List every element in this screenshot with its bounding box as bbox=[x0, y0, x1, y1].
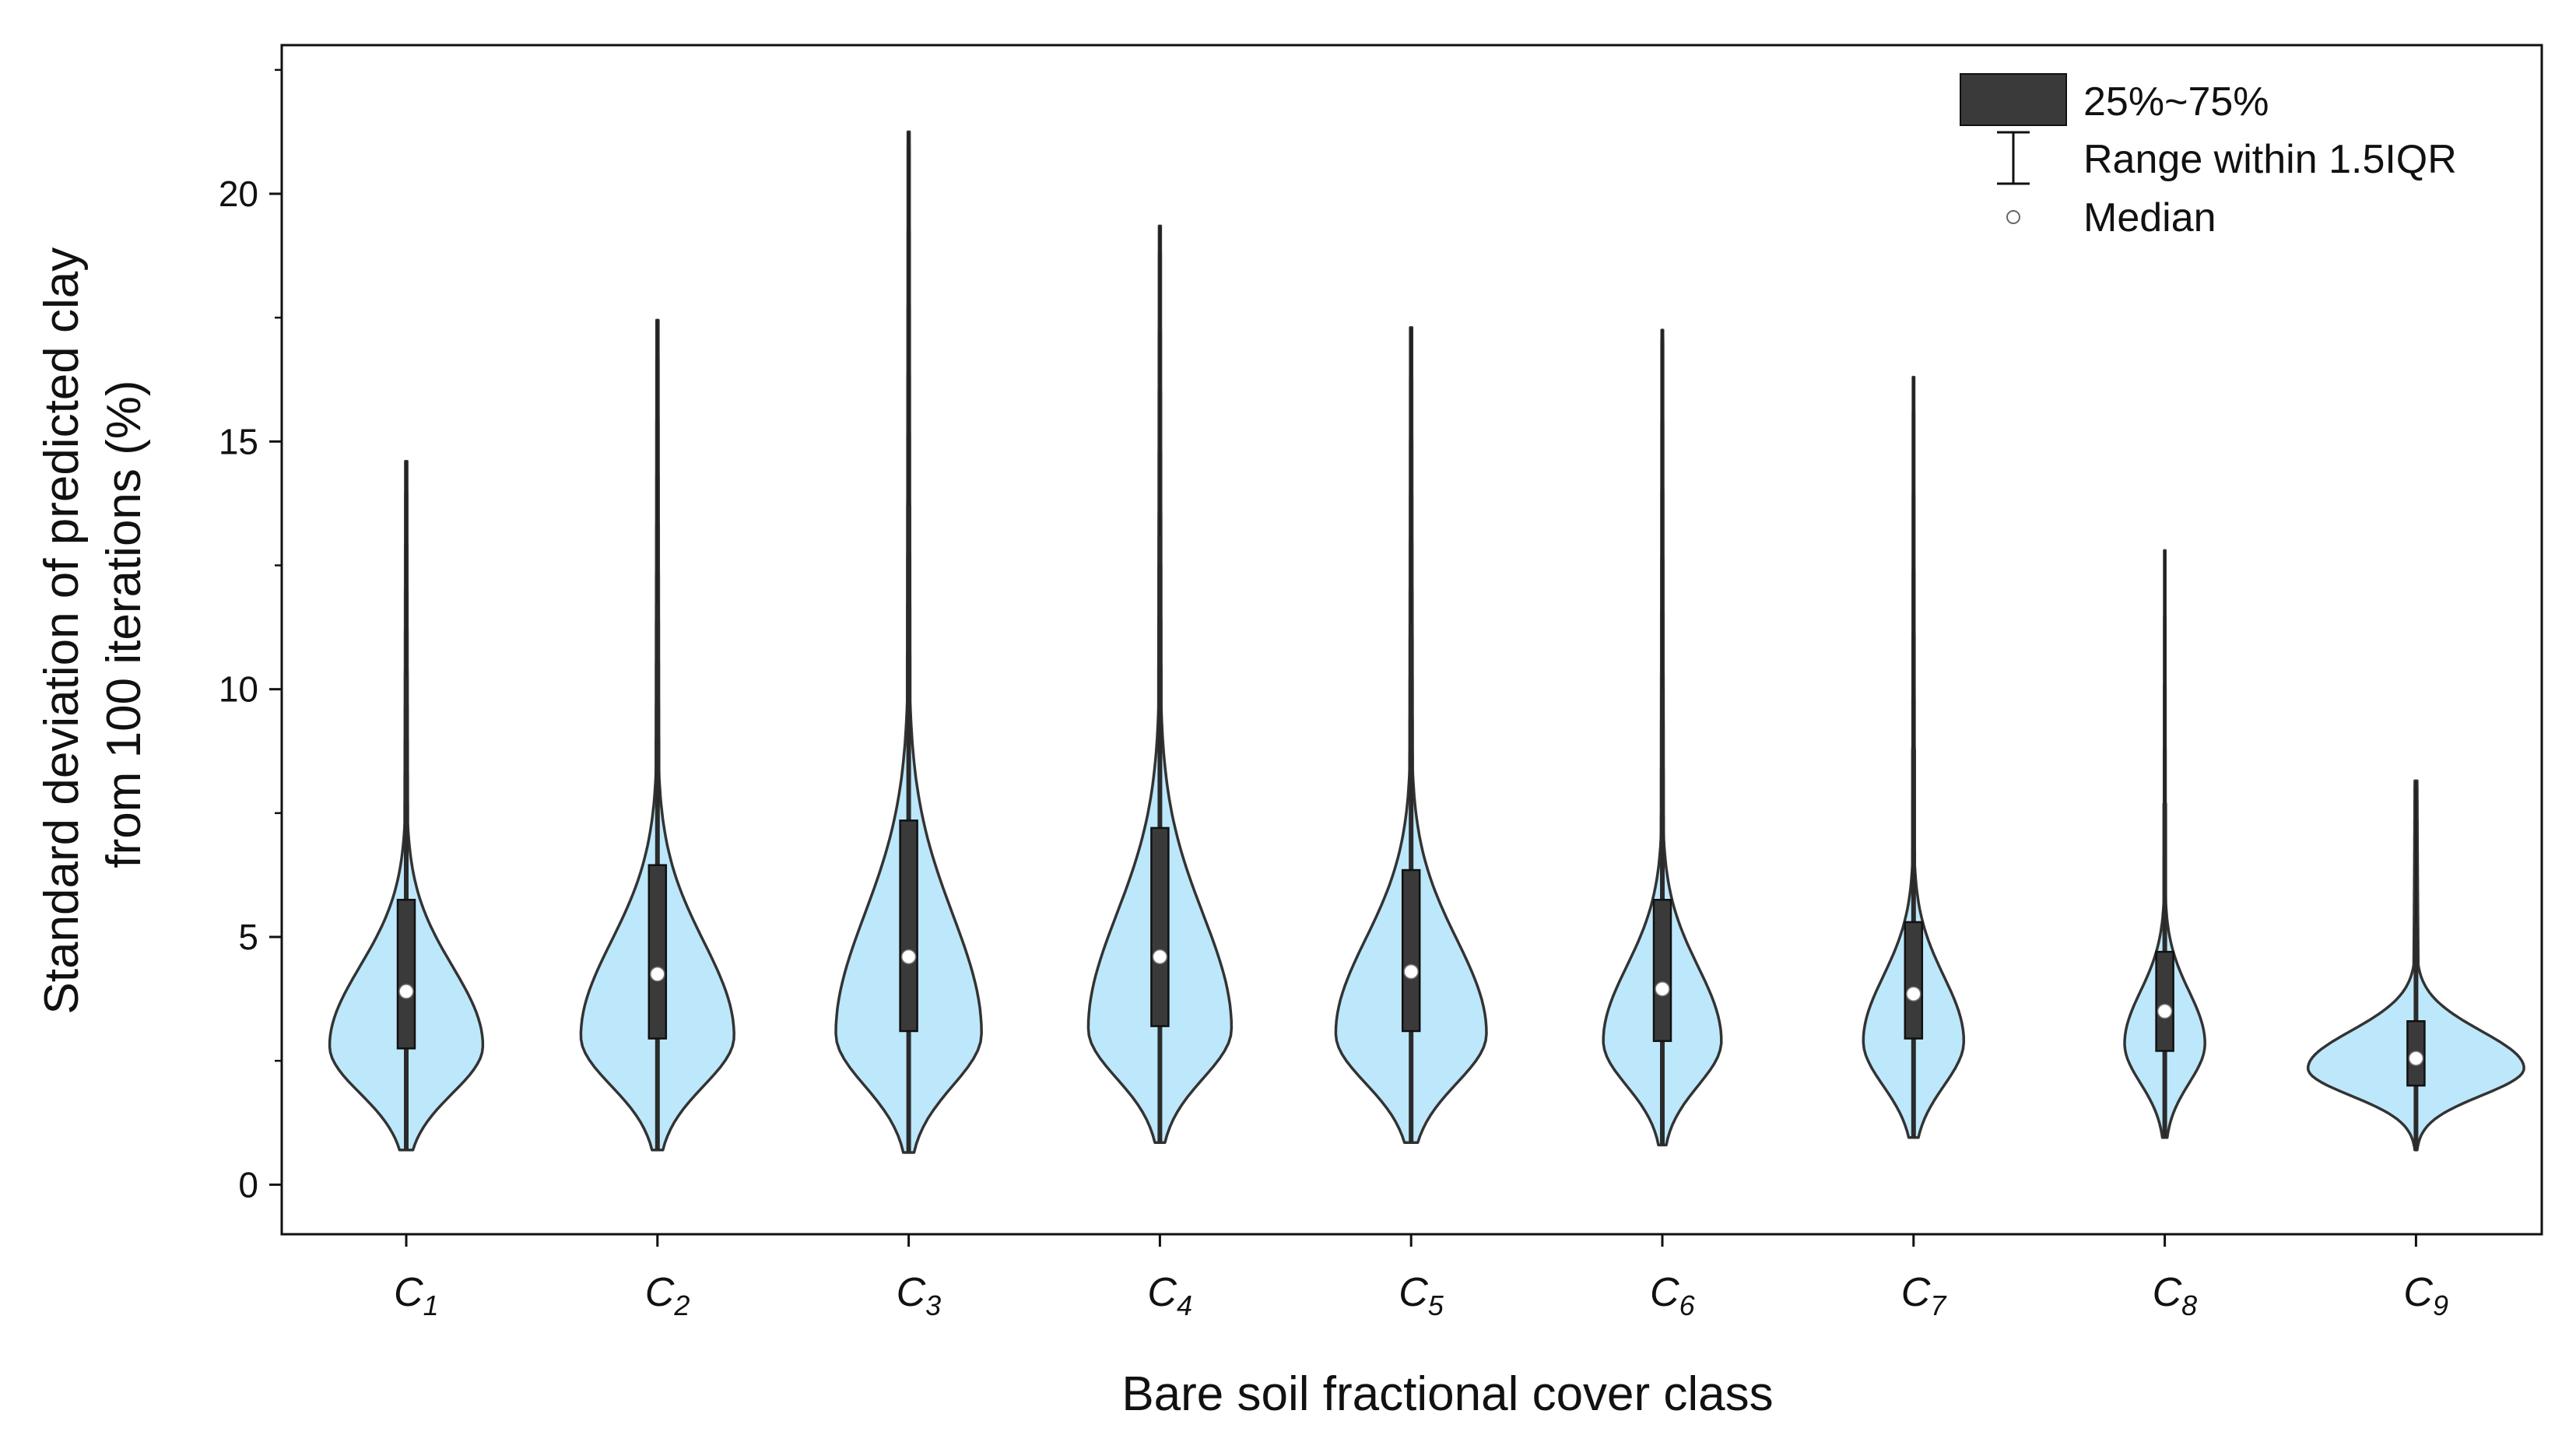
y-tick-label: 15 bbox=[219, 421, 258, 461]
x-tick-label-base: C bbox=[645, 1270, 675, 1315]
iqr-box bbox=[2155, 950, 2174, 1052]
x-tick-label-base: C bbox=[2403, 1270, 2433, 1315]
x-tick-label-subscript: 7 bbox=[1930, 1289, 1947, 1321]
y-tick-label: 5 bbox=[238, 917, 258, 957]
x-tick-label-base: C bbox=[897, 1270, 926, 1315]
iqr-box bbox=[396, 899, 416, 1050]
median-marker bbox=[1655, 981, 1670, 997]
x-tick-label: C5 bbox=[1399, 1270, 1444, 1321]
x-tick-label-subscript: 2 bbox=[673, 1289, 690, 1321]
legend-whisker-swatch bbox=[1997, 131, 2030, 185]
median-marker bbox=[2408, 1051, 2424, 1066]
iqr-box bbox=[1401, 868, 1421, 1033]
iqr-box bbox=[648, 864, 668, 1040]
x-tick-label: C3 bbox=[897, 1270, 942, 1321]
iqr-box bbox=[1652, 899, 1672, 1042]
legend: 25%~75% Range within 1.5IQR Median bbox=[1960, 73, 2457, 240]
x-tick-label: C9 bbox=[2403, 1270, 2448, 1321]
y-axis: 0 5 10 15 20 bbox=[219, 68, 282, 1205]
x-tick-label-subscript: 4 bbox=[1177, 1289, 1192, 1321]
y-axis-title-line-2: from 100 iterations (%) bbox=[97, 380, 151, 868]
y-tick-label: 20 bbox=[219, 174, 258, 214]
iqr-box bbox=[1904, 921, 1924, 1040]
x-tick-label-subscript: 6 bbox=[1679, 1289, 1696, 1321]
median-marker bbox=[2157, 1003, 2173, 1019]
median-marker bbox=[1152, 949, 1168, 965]
x-tick-label-subscript: 1 bbox=[423, 1289, 439, 1321]
x-tick-label-base: C bbox=[394, 1270, 423, 1315]
median-marker bbox=[900, 949, 917, 965]
x-tick-label: C7 bbox=[1901, 1270, 1948, 1321]
legend-median-label: Median bbox=[2083, 195, 2216, 240]
x-tick-label-subscript: 9 bbox=[2433, 1289, 2448, 1321]
legend-box-swatch bbox=[1960, 73, 2067, 126]
x-axis: C1 C2 C3 C4 C5 C6 C7 C8 C9 bbox=[394, 1234, 2448, 1321]
x-tick-label-base: C bbox=[1147, 1270, 1177, 1315]
median-marker bbox=[650, 967, 665, 982]
x-tick-label: C6 bbox=[1650, 1270, 1696, 1321]
y-axis-title: Standard deviation of predicted clay fro… bbox=[35, 234, 151, 1015]
x-tick-label-base: C bbox=[1399, 1270, 1428, 1315]
iqr-box bbox=[899, 819, 918, 1033]
x-tick-label-base: C bbox=[1650, 1270, 1679, 1315]
x-tick-label: C1 bbox=[394, 1270, 439, 1321]
iqr-box bbox=[1150, 826, 1170, 1027]
y-axis-title-line-1: Standard deviation of predicted clay bbox=[35, 247, 89, 1015]
legend-whisker-label: Range within 1.5IQR bbox=[2083, 137, 2457, 182]
legend-box-label: 25%~75% bbox=[2083, 79, 2269, 125]
legend-median-swatch bbox=[2006, 210, 2020, 224]
y-tick-label: 0 bbox=[238, 1164, 258, 1205]
x-tick-label-base: C bbox=[1901, 1270, 1931, 1315]
x-tick-label-subscript: 8 bbox=[2181, 1289, 2197, 1321]
median-marker bbox=[398, 984, 414, 999]
x-tick-label-base: C bbox=[2153, 1270, 2182, 1315]
median-marker bbox=[1906, 986, 1921, 1002]
x-tick-label: C8 bbox=[2153, 1270, 2198, 1321]
x-tick-label: C2 bbox=[645, 1270, 690, 1321]
y-tick-label: 10 bbox=[219, 669, 258, 710]
violins bbox=[328, 130, 2525, 1154]
x-tick-label-subscript: 5 bbox=[1428, 1289, 1444, 1321]
x-axis-title: Bare soil fractional cover class bbox=[1121, 1367, 1773, 1421]
x-tick-label: C4 bbox=[1147, 1270, 1192, 1321]
median-marker bbox=[1403, 963, 1419, 980]
x-tick-label-subscript: 3 bbox=[925, 1289, 941, 1321]
